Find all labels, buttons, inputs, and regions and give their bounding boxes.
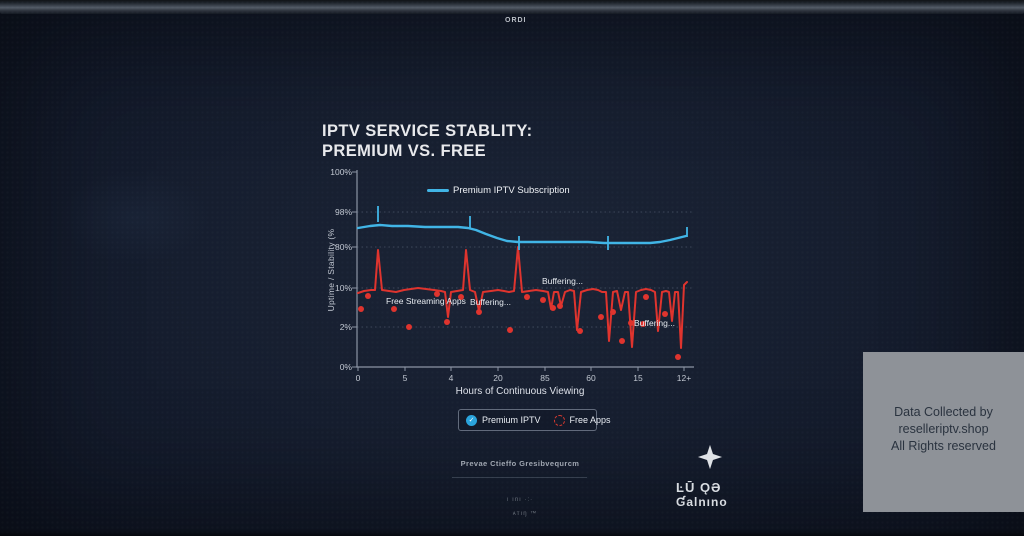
footer-caption: Prevae Ctieffo Gresibvequrcm xyxy=(460,459,580,468)
tv-bezel-top xyxy=(0,0,1024,14)
premium-check-icon: ✓ xyxy=(466,414,477,426)
top-center-text: ORDI xyxy=(505,17,527,24)
legend-free-label: Free Apps xyxy=(569,415,611,425)
logo-line-1: ĿŪ ǪƏ xyxy=(676,480,722,495)
footer-micro-text-1: ı ını ·:· xyxy=(506,497,534,503)
faint-reflection xyxy=(60,170,210,265)
sparkle-icon xyxy=(697,444,723,470)
logo-line-2: Ɠalnıno xyxy=(676,495,728,509)
footer-micro-text-2: ᴀтıŋ ™ xyxy=(512,511,538,517)
bottom-edge-shadow xyxy=(0,529,1024,536)
free-apps-buffer-icon xyxy=(553,414,565,426)
watermark-box: Data Collected by reselleriptv.shop All … xyxy=(863,352,1024,512)
bottom-legend: ✓ Premium IPTV Free Apps xyxy=(458,409,611,431)
watermark-line-1: Data Collected by xyxy=(894,405,993,419)
title-line-2: PREMIUM VS. FREE xyxy=(322,142,487,160)
watermark-line-2: reselleriptv.shop xyxy=(898,422,989,436)
footer-divider xyxy=(452,477,587,478)
legend-premium-label: Premium IPTV xyxy=(482,415,541,425)
watermark-line-3: All Rights reserved xyxy=(891,439,996,453)
page-title: IPTV SERVICE STABLITY: PREMIUM VS. FREE xyxy=(322,121,533,161)
title-line-1: IPTV SERVICE STABLITY: xyxy=(322,122,533,140)
brand-logo-text: ĿŪ ǪƏ Ɠalnıno xyxy=(676,480,746,510)
